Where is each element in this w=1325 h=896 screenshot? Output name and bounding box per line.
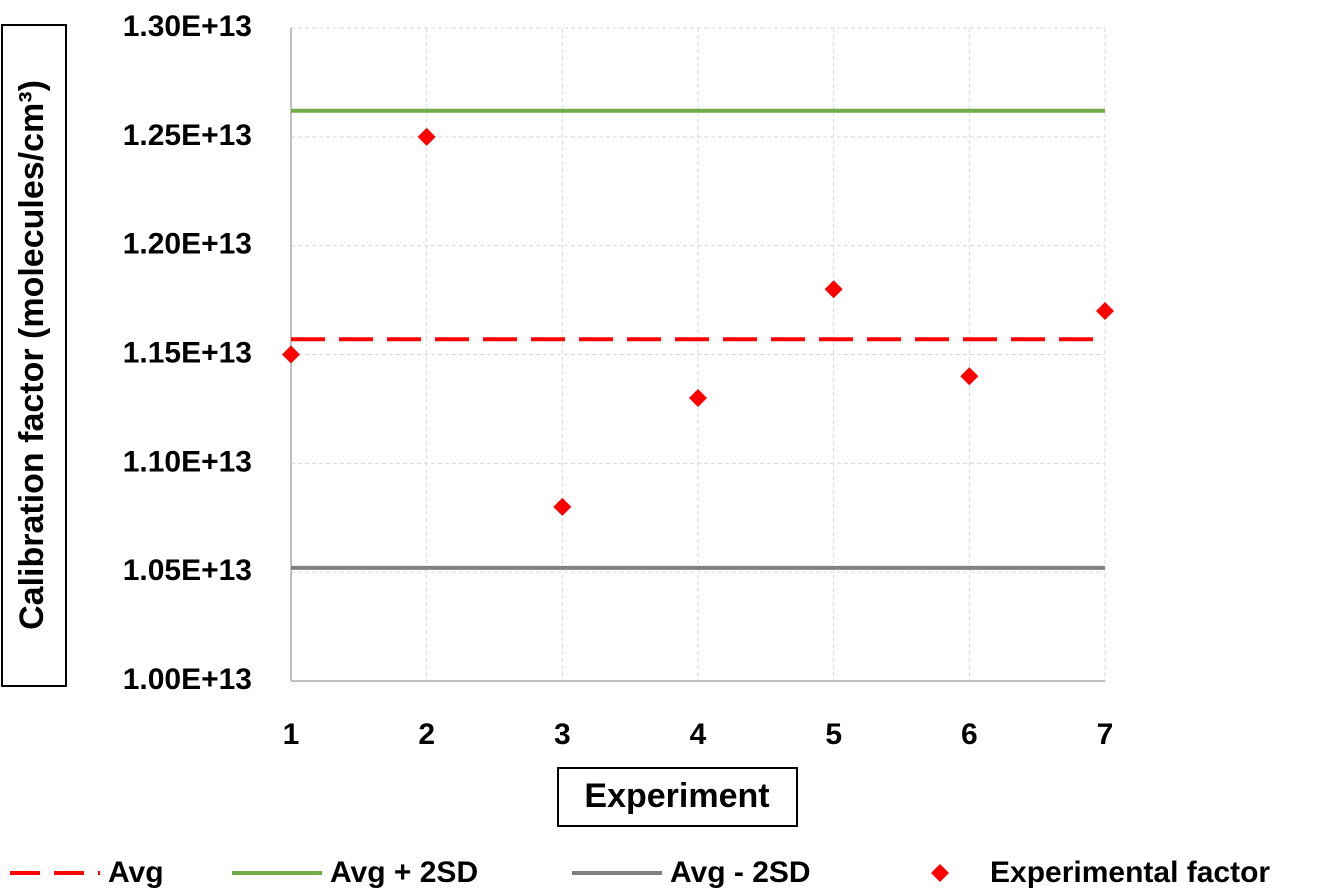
data-point bbox=[417, 127, 436, 146]
y-tick-label: 1.15E+13 bbox=[123, 336, 252, 369]
x-tick-label: 6 bbox=[961, 718, 978, 751]
data-point bbox=[960, 367, 979, 386]
data-point bbox=[1096, 301, 1114, 320]
x-tick-label: 3 bbox=[554, 718, 571, 751]
legend-label: Avg - 2SD bbox=[670, 856, 811, 889]
data-point bbox=[282, 345, 300, 364]
y-tick-label: 1.00E+13 bbox=[123, 663, 252, 696]
data-point bbox=[553, 497, 572, 516]
y-tick-label: 1.25E+13 bbox=[123, 119, 252, 152]
x-tick-label: 2 bbox=[418, 718, 435, 751]
legend-label: Experimental factor bbox=[990, 856, 1270, 889]
y-axis-label: Calibration factor (molecules/cm³) bbox=[13, 80, 51, 630]
data-point bbox=[689, 389, 707, 408]
y-tick-label: 1.05E+13 bbox=[123, 554, 252, 587]
data-point bbox=[824, 280, 843, 299]
x-tick-label: 5 bbox=[825, 718, 842, 751]
y-tick-label: 1.30E+13 bbox=[123, 10, 252, 43]
y-tick-label: 1.20E+13 bbox=[123, 228, 252, 261]
y-tick-label: 1.10E+13 bbox=[123, 445, 252, 478]
y-label-box bbox=[1, 24, 67, 687]
x-tick-label: 4 bbox=[690, 718, 707, 751]
x-axis-label: Experiment bbox=[584, 777, 769, 815]
x-label-box bbox=[557, 767, 798, 827]
x-tick-label: 1 bbox=[283, 718, 300, 751]
legend-swatch bbox=[931, 864, 949, 882]
legend-label: Avg + 2SD bbox=[330, 856, 478, 889]
x-tick-label: 7 bbox=[1097, 718, 1114, 751]
legend-label: Avg bbox=[108, 856, 164, 889]
